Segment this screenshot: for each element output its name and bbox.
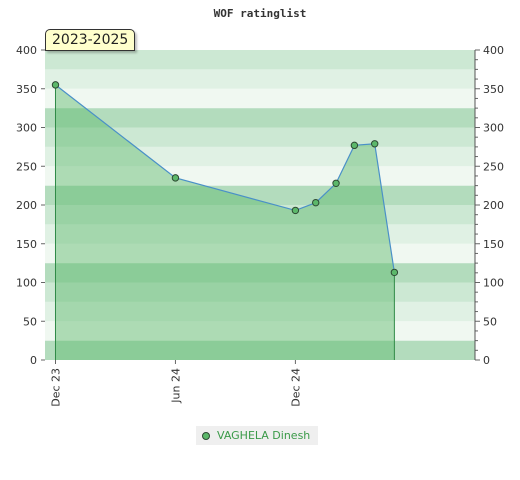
background-band <box>45 224 475 244</box>
y-tick-label-right: 350 <box>483 83 504 96</box>
background-band <box>45 88 475 109</box>
y-tick-label-right: 100 <box>483 277 504 290</box>
background-band <box>45 50 475 70</box>
period-label: 2023-2025 <box>45 29 136 51</box>
data-point <box>291 206 300 215</box>
data-point <box>312 198 320 207</box>
background-band <box>45 340 475 360</box>
y-tick-label-left: 200 <box>16 199 37 212</box>
data-point <box>171 174 180 182</box>
y-tick-label-left: 300 <box>16 122 37 135</box>
y-tick-label-left: 100 <box>16 277 37 290</box>
y-tick-label-right: 300 <box>483 122 504 135</box>
y-tick-label-right: 400 <box>483 44 504 57</box>
background-band <box>45 185 475 205</box>
y-tick-label-left: 350 <box>16 83 37 96</box>
y-tick-label-left: 400 <box>16 44 37 57</box>
y-tick-label-left: 50 <box>23 315 37 328</box>
background-band <box>45 205 475 225</box>
data-point <box>332 179 340 188</box>
y-tick-label-right: 250 <box>483 160 504 173</box>
background-band <box>45 69 475 89</box>
data-point <box>350 141 359 150</box>
y-tick-label-left: 250 <box>16 160 37 173</box>
legend-marker-icon <box>202 431 210 440</box>
background-band <box>45 321 475 341</box>
axes: 0 0 50 50 100 100 150 150 200 200 250 250 300 300 350 3… <box>16 44 504 407</box>
chart-title: WOF ratinglist <box>214 7 307 20</box>
data-point <box>390 268 399 277</box>
legend-label: VAGHELA Dinesh <box>217 429 311 442</box>
y-tick-label-right: 200 <box>483 199 504 212</box>
y-tick-label-left: 150 <box>16 238 37 251</box>
background-band <box>45 127 475 147</box>
background-band <box>45 166 475 186</box>
x-tick-label: Dec 23 <box>49 368 62 407</box>
background-bands <box>45 50 475 360</box>
background-band <box>45 146 475 167</box>
y-tick-label-right: 50 <box>483 315 497 328</box>
y-tick-label-right: 150 <box>483 238 504 251</box>
data-point <box>51 81 60 89</box>
background-band <box>45 108 475 128</box>
x-tick-label: Jun 24 <box>169 368 182 404</box>
data-point <box>371 140 379 148</box>
background-band <box>45 263 475 283</box>
y-tick-label-left: 0 <box>30 354 37 367</box>
background-band <box>45 243 475 264</box>
points-layer <box>51 81 399 277</box>
series-area <box>55 84 395 360</box>
background-band <box>45 282 475 302</box>
x-tick-label: Dec 24 <box>289 368 302 407</box>
y-tick-label-right: 0 <box>483 354 490 367</box>
background-band <box>45 301 475 322</box>
legend[interactable]: VAGHELA Dinesh <box>196 426 319 445</box>
